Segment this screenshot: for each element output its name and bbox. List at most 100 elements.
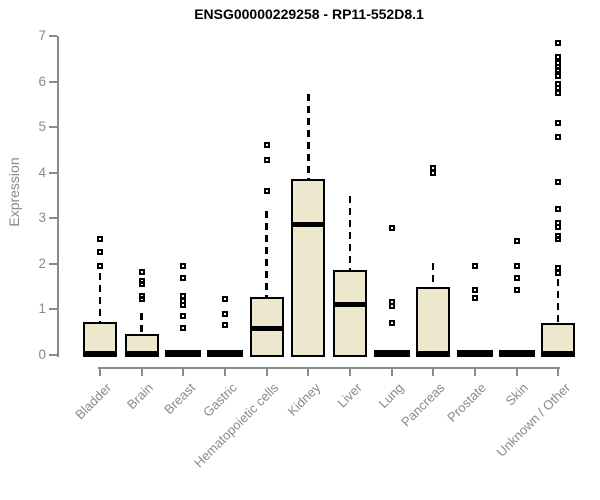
outlier-point	[513, 238, 520, 245]
x-tick-label: Lung	[375, 380, 407, 412]
y-tick	[49, 171, 57, 174]
whisker-cap	[543, 277, 573, 281]
outlier-point	[138, 277, 145, 284]
y-tick	[49, 126, 57, 129]
median-line	[416, 350, 451, 356]
outlier-point	[180, 324, 187, 331]
outlier-point	[555, 265, 562, 272]
x-tick-label: Liver	[333, 380, 365, 411]
whisker-cap	[335, 194, 365, 198]
x-tick-label: Kidney	[284, 380, 323, 419]
x-tick-label: Prostate	[444, 380, 490, 425]
y-tick	[49, 308, 57, 311]
chart-title: ENSG00000229258 - RP11-552D8.1	[194, 6, 424, 22]
whisker-line	[431, 262, 435, 287]
y-tick	[49, 35, 57, 37]
outlier-point	[555, 73, 562, 80]
outlier-point	[513, 275, 520, 282]
outlier-point	[555, 60, 562, 67]
outlier-point	[555, 120, 562, 127]
x-tick	[473, 368, 476, 376]
flat-box-bar	[165, 350, 202, 357]
median-line	[541, 350, 576, 356]
x-tick-label: Breast	[160, 380, 198, 418]
y-tick-label: 3	[38, 210, 46, 226]
whisker-cap	[252, 209, 282, 213]
outlier-point	[471, 287, 478, 294]
outlier-point	[221, 322, 228, 329]
y-tick	[49, 262, 57, 265]
x-tick-label: Skin	[502, 380, 532, 409]
x-tick	[515, 368, 518, 376]
x-tick	[307, 368, 310, 376]
outlier-point	[388, 225, 395, 232]
y-axis-line	[57, 36, 59, 357]
outlier-point	[221, 296, 228, 303]
x-axis-line	[98, 367, 560, 369]
whisker-line	[348, 195, 352, 271]
median-line	[249, 326, 284, 332]
y-tick-label: 5	[38, 119, 46, 135]
outlier-point	[180, 275, 187, 282]
whisker-line	[140, 312, 143, 334]
x-tick	[557, 368, 560, 376]
whisker-cap	[418, 261, 448, 265]
boxplot-box	[416, 286, 451, 357]
whisker-cap	[85, 271, 115, 275]
x-tick	[390, 368, 393, 376]
outlier-point	[97, 249, 103, 256]
boxplot-box	[332, 270, 367, 357]
whisker-line	[307, 94, 310, 179]
x-tick	[432, 368, 435, 376]
flat-box-bar	[373, 350, 410, 357]
outlier-point	[180, 292, 187, 299]
y-tick	[49, 217, 57, 220]
outlier-point	[555, 39, 562, 46]
outlier-point	[138, 292, 145, 299]
x-tick-label: Brain	[124, 380, 157, 413]
outlier-point	[263, 187, 270, 194]
whisker-line	[98, 272, 102, 323]
y-tick-label: 4	[38, 164, 46, 180]
boxplot-box	[291, 178, 326, 357]
x-tick-label: Gastric	[199, 380, 240, 420]
outlier-point	[471, 295, 478, 302]
x-tick	[265, 368, 268, 376]
outlier-point	[180, 312, 187, 319]
outlier-point	[263, 142, 270, 149]
outlier-point	[97, 263, 103, 270]
outlier-point	[138, 268, 145, 275]
outlier-point	[555, 219, 562, 226]
x-tick	[348, 368, 351, 376]
outlier-point	[513, 287, 520, 294]
y-tick-label: 1	[38, 301, 46, 317]
x-tick	[99, 368, 101, 376]
outlier-point	[180, 298, 187, 305]
flat-box-bar	[206, 350, 243, 357]
whisker-cap	[127, 311, 157, 315]
whisker-line	[556, 278, 560, 324]
median-line	[291, 221, 326, 227]
x-tick	[140, 368, 143, 376]
whisker-line	[265, 210, 268, 297]
outlier-point	[555, 232, 562, 239]
x-tick-label: Pancreas	[398, 380, 448, 430]
x-tick	[182, 368, 185, 376]
y-tick	[49, 354, 57, 356]
y-tick-label: 2	[38, 255, 46, 271]
outlier-point	[388, 299, 395, 306]
y-tick	[49, 80, 57, 83]
median-line	[83, 350, 117, 356]
outlier-point	[513, 263, 520, 270]
median-line	[124, 350, 159, 356]
flat-box-bar	[456, 350, 493, 357]
median-line	[332, 302, 367, 308]
y-tick-label: 6	[38, 73, 46, 89]
outlier-point	[555, 80, 562, 87]
x-tick-label: Unknown / Other	[493, 380, 573, 460]
outlier-point	[221, 310, 228, 317]
outlier-point	[555, 178, 562, 185]
outlier-point	[430, 165, 437, 172]
